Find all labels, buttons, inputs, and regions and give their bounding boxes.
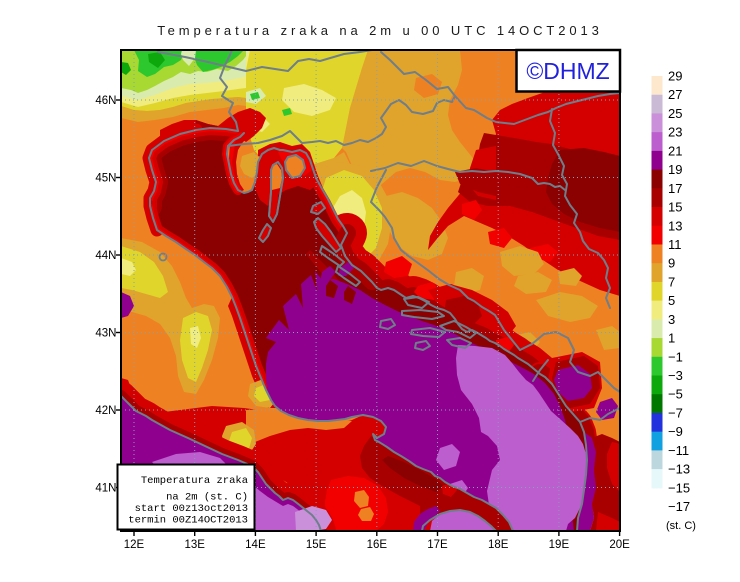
- svg-text:12E: 12E: [124, 539, 145, 551]
- svg-text:21: 21: [668, 143, 682, 158]
- svg-text:17E: 17E: [427, 539, 448, 551]
- svg-text:Temperatura zraka: Temperatura zraka: [141, 475, 248, 487]
- svg-text:Temperatura zraka na 2m u 00 U: Temperatura zraka na 2m u 00 UTC 14OCT20…: [157, 23, 603, 38]
- svg-text:23: 23: [668, 125, 682, 140]
- svg-text:start 00z13oct2013: start 00z13oct2013: [135, 503, 248, 515]
- svg-text:9: 9: [668, 256, 675, 271]
- svg-text:14E: 14E: [245, 539, 266, 551]
- svg-text:41N: 41N: [95, 483, 116, 495]
- svg-text:44N: 44N: [95, 250, 116, 262]
- svg-text:13: 13: [668, 218, 682, 233]
- svg-text:termin 00Z14OCT2013: termin 00Z14OCT2013: [128, 515, 248, 527]
- svg-text:na 2m (st. C): na 2m (st. C): [166, 492, 248, 504]
- svg-text:−15: −15: [668, 480, 690, 495]
- svg-text:11: 11: [668, 237, 682, 252]
- svg-text:19E: 19E: [549, 539, 570, 551]
- svg-text:20E: 20E: [609, 539, 630, 551]
- svg-text:15E: 15E: [306, 539, 327, 551]
- svg-text:−1: −1: [668, 349, 683, 364]
- svg-text:15: 15: [668, 200, 682, 215]
- svg-text:−13: −13: [668, 462, 690, 477]
- svg-text:−9: −9: [668, 424, 683, 439]
- svg-text:(st. C): (st. C): [666, 520, 696, 532]
- svg-text:45N: 45N: [95, 173, 116, 185]
- svg-text:−5: −5: [668, 387, 683, 402]
- svg-text:25: 25: [668, 106, 682, 121]
- svg-text:46N: 46N: [95, 95, 116, 107]
- svg-text:19: 19: [668, 162, 682, 177]
- svg-text:13E: 13E: [184, 539, 205, 551]
- svg-text:18E: 18E: [488, 539, 509, 551]
- svg-text:1: 1: [668, 331, 675, 346]
- svg-text:7: 7: [668, 274, 675, 289]
- svg-text:29: 29: [668, 69, 682, 84]
- svg-text:27: 27: [668, 87, 682, 102]
- svg-text:−3: −3: [668, 368, 683, 383]
- svg-text:©DHMZ: ©DHMZ: [526, 58, 609, 84]
- svg-text:−11: −11: [668, 443, 689, 458]
- svg-text:17: 17: [668, 181, 682, 196]
- svg-text:43N: 43N: [95, 328, 116, 340]
- svg-text:5: 5: [668, 293, 675, 308]
- svg-text:16E: 16E: [367, 539, 388, 551]
- svg-text:−7: −7: [668, 406, 683, 421]
- svg-text:−17: −17: [668, 499, 690, 514]
- svg-text:42N: 42N: [95, 405, 116, 417]
- svg-text:3: 3: [668, 312, 675, 327]
